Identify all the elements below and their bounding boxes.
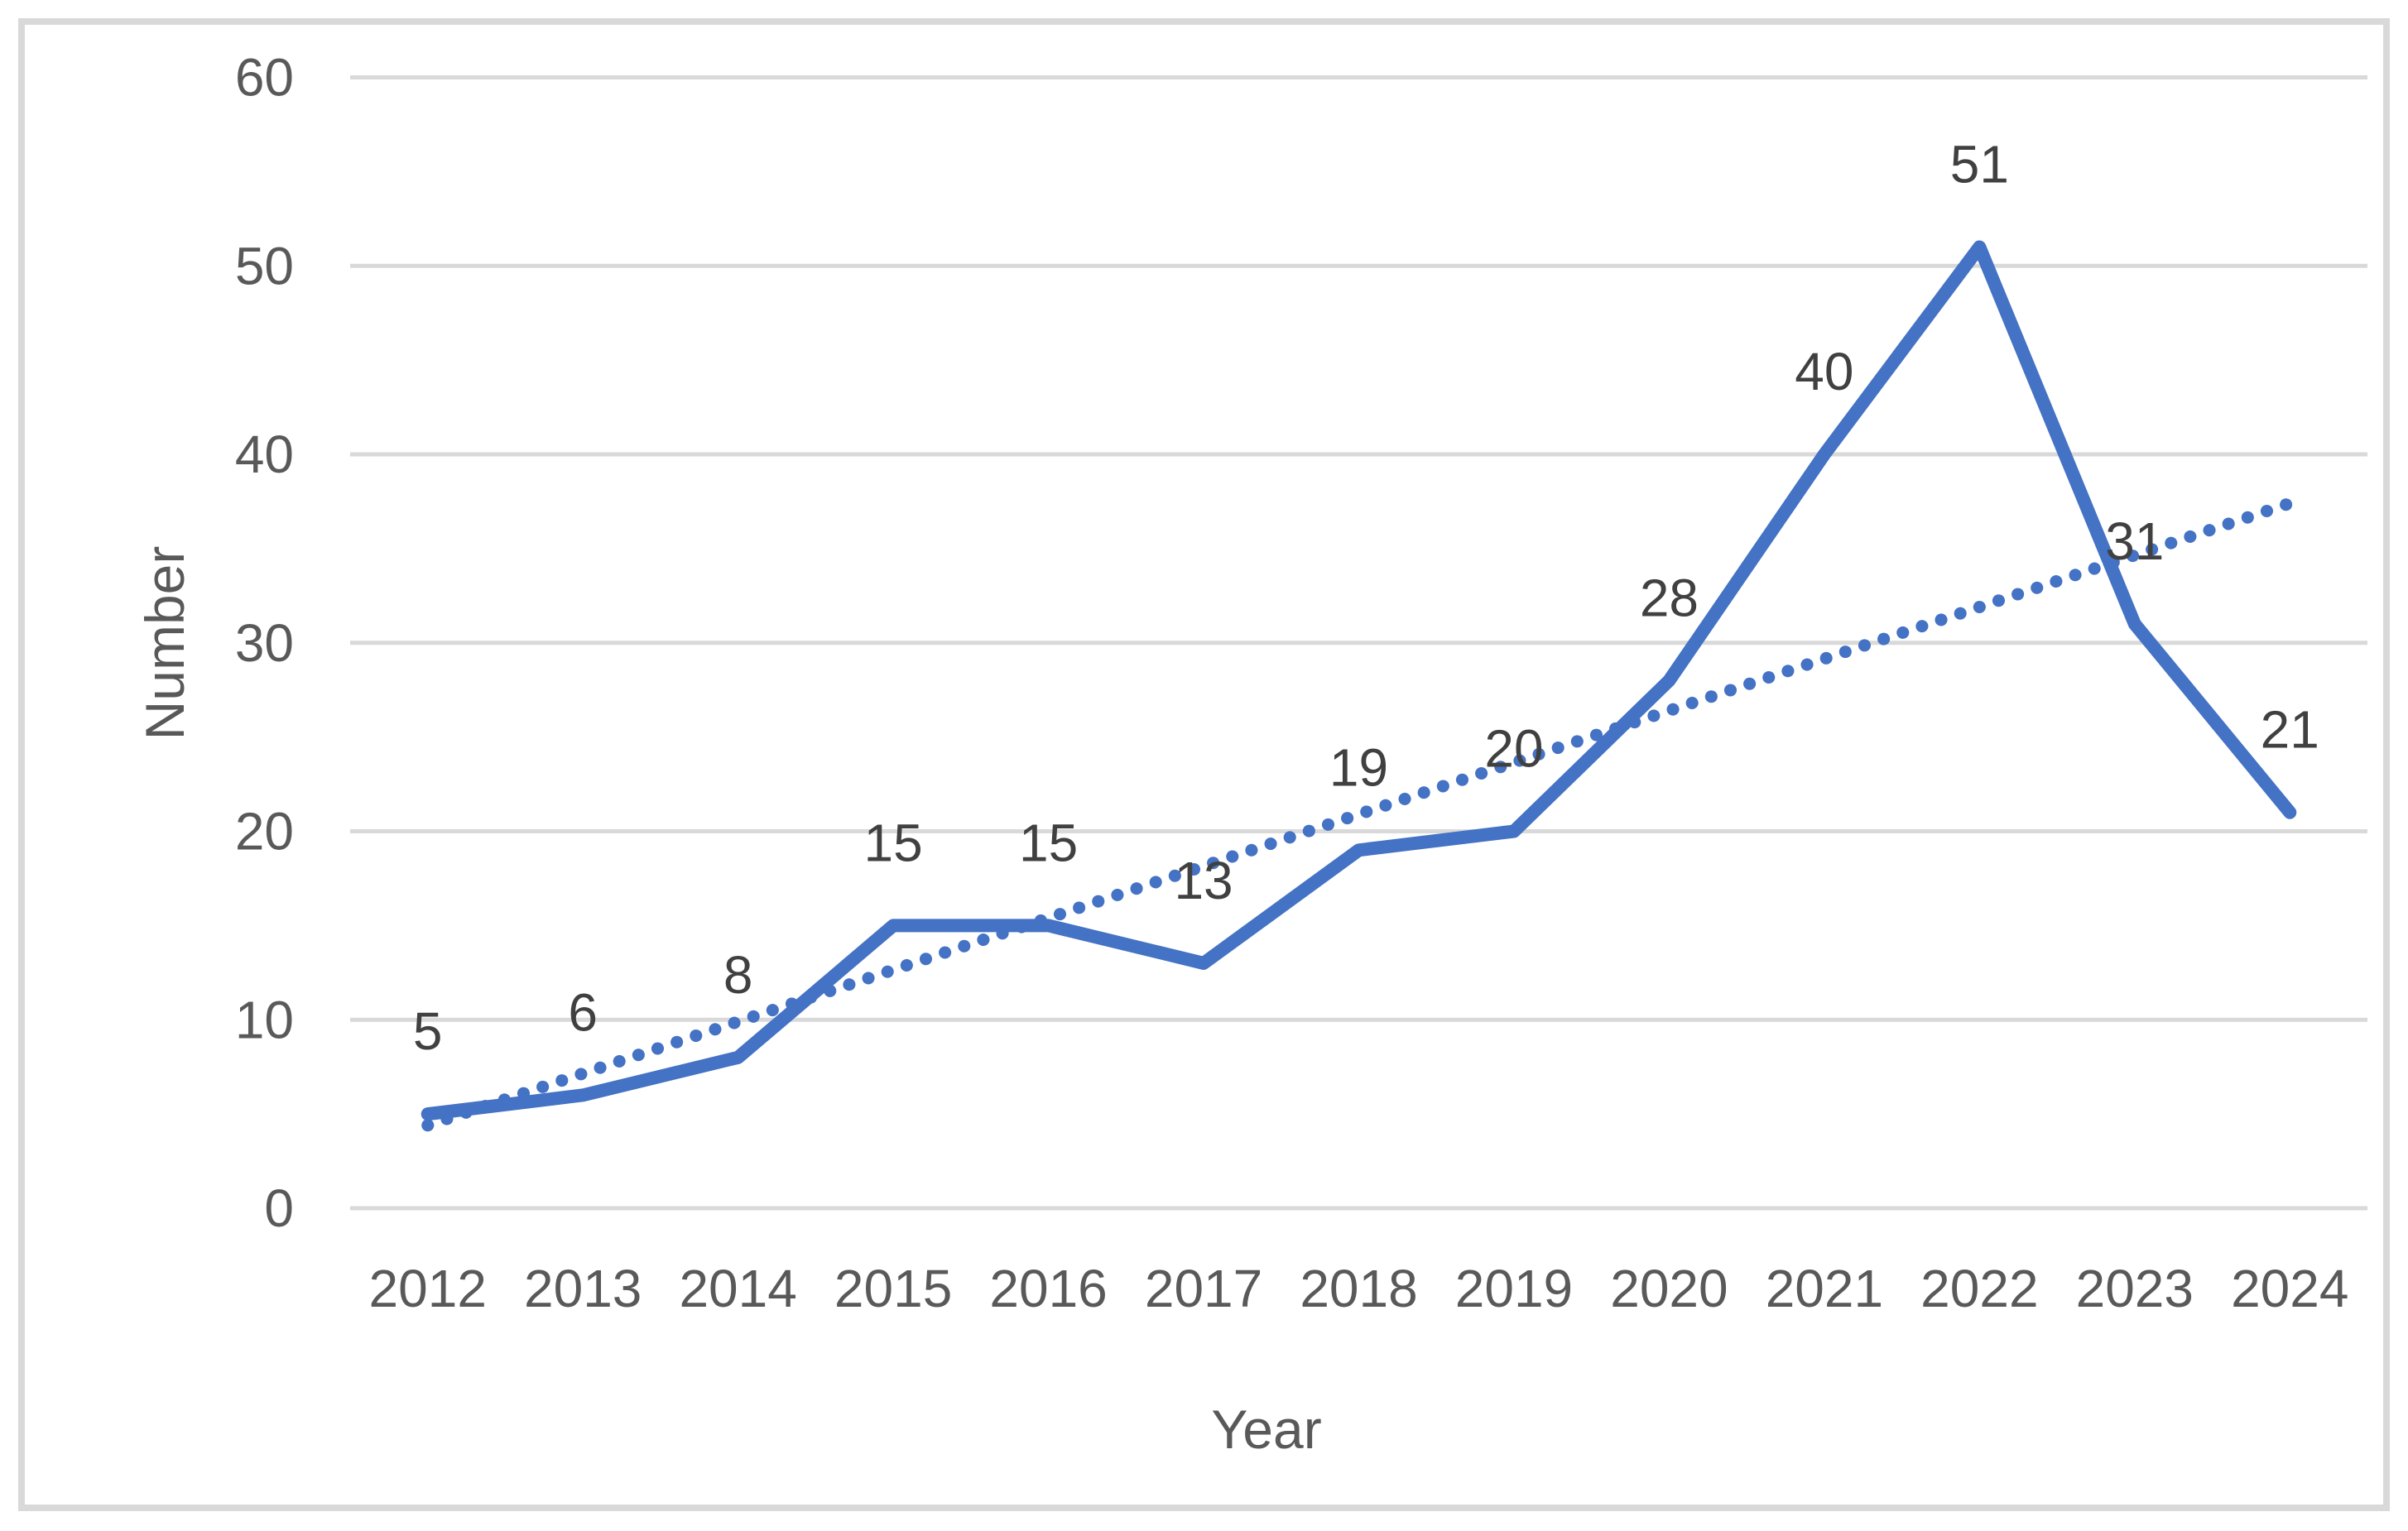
- data-label: 6: [568, 982, 598, 1042]
- data-label: 31: [2105, 511, 2164, 571]
- data-label: 5: [413, 1001, 443, 1061]
- x-tick-label: 2013: [524, 1259, 642, 1318]
- y-tick-label: 0: [264, 1178, 294, 1238]
- series-layer: [421, 240, 2297, 1132]
- x-axis-tick-labels: 2012 2013 2014 2015 2016 2017 2018 2019 2020 2021…: [369, 1259, 2349, 1318]
- data-label: 15: [864, 813, 923, 872]
- x-tick-label: 2024: [2231, 1259, 2348, 1318]
- x-tick-label: 2017: [1145, 1259, 1262, 1318]
- y-axis-tick-labels: 0 10 20 30 40 50 60: [235, 48, 294, 1239]
- data-label: 51: [1950, 134, 2009, 194]
- data-label: 13: [1174, 851, 1233, 910]
- y-tick-label: 50: [235, 236, 294, 295]
- data-label: 8: [723, 945, 753, 1005]
- x-tick-label: 2016: [989, 1259, 1107, 1318]
- y-tick-label: 40: [235, 425, 294, 484]
- x-tick-label: 2018: [1300, 1259, 1417, 1318]
- series-line: [421, 240, 2297, 1121]
- x-tick-label: 2020: [1610, 1259, 1728, 1318]
- data-label: 19: [1329, 737, 1388, 797]
- x-tick-label: 2023: [2076, 1259, 2194, 1318]
- data-label: 21: [2261, 700, 2319, 760]
- y-tick-label: 10: [235, 990, 294, 1049]
- data-label: 28: [1640, 568, 1699, 627]
- trendline-dotted: [421, 497, 2296, 1132]
- y-tick-label: 30: [235, 613, 294, 673]
- x-tick-label: 2021: [1766, 1259, 1883, 1318]
- x-tick-label: 2022: [1920, 1259, 2038, 1318]
- x-axis-title: Year: [1211, 1399, 1321, 1460]
- y-tick-label: 60: [235, 48, 294, 108]
- data-label: 20: [1484, 719, 1543, 779]
- data-labels: 5 6 8 15 15 13 19 20 28 40 51 31 21: [413, 134, 2319, 1061]
- x-tick-label: 2019: [1455, 1259, 1573, 1318]
- data-label: 40: [1795, 342, 1853, 401]
- x-tick-label: 2015: [834, 1259, 952, 1318]
- y-axis-title: Number: [134, 546, 195, 741]
- data-label: 15: [1019, 813, 1078, 872]
- figure-border: [18, 18, 2390, 1511]
- x-tick-label: 2012: [369, 1259, 487, 1318]
- x-tick-label: 2014: [679, 1259, 796, 1318]
- gridlines: [350, 75, 2367, 1211]
- y-tick-label: 20: [235, 802, 294, 861]
